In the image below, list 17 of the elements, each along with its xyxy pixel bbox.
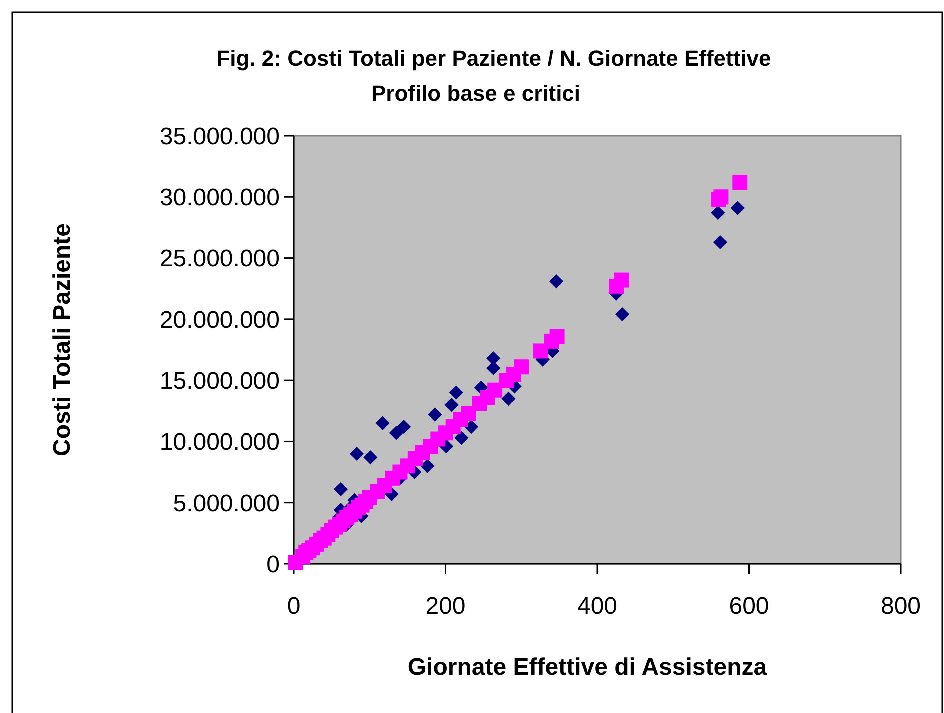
y-axis-title: Costi Totali Paziente [49, 224, 76, 456]
y-tick-label: 30.000.000 [160, 184, 280, 212]
y-tick-label: 5.000.000 [173, 490, 280, 518]
y-tick-label: 25.000.000 [160, 246, 280, 273]
y-tick-label: 35.000.000 [160, 123, 280, 150]
x-tick-label: 600 [729, 593, 770, 620]
x-tick-label: 200 [426, 593, 466, 620]
x-tick-label: 0 [287, 593, 301, 620]
y-tick-label: 0 [266, 551, 280, 578]
x-tick-label: 800 [880, 593, 922, 620]
x-tick-label: 400 [577, 593, 618, 620]
chart-title: Fig. 2: Costi Totali per Paziente / N. Giornate Effettive [216, 46, 772, 71]
chart-subtitle: Profilo base e critici [371, 81, 581, 106]
y-tick-label: 15.000.000 [160, 368, 280, 395]
x-axis-title: Giornate Effettive di Assistenza [408, 654, 768, 681]
y-tick-label: 10.000.000 [160, 429, 280, 456]
y-tick-label: 20.000.000 [160, 306, 280, 334]
